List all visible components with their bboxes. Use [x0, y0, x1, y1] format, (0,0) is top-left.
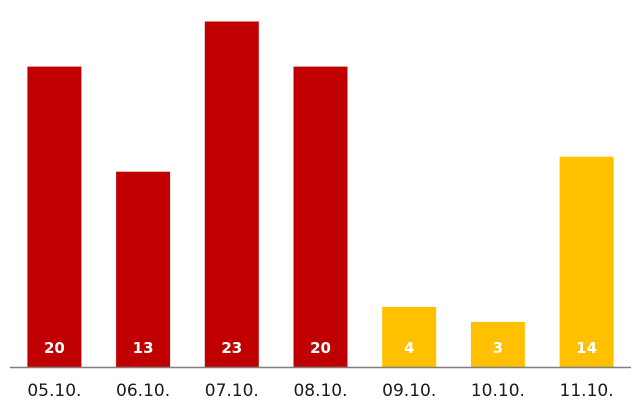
bar-10-10: [470, 321, 525, 367]
x-tick-label: 08.10.: [293, 381, 347, 401]
bar-07-10: [204, 21, 259, 367]
x-tick-label: 10.10.: [471, 381, 525, 401]
x-tick-label: 11.10.: [560, 381, 614, 401]
x-tick-label: 09.10.: [382, 381, 436, 401]
bar-06-10: [116, 171, 171, 367]
bar-value-label: 13: [133, 339, 154, 357]
bar-value-label: 20: [44, 339, 65, 357]
x-tick-labels-group: 05.10. 06.10. 07.10. 08.10. 09.10. 10.10. 11.1…: [27, 381, 613, 401]
x-tick-label: 07.10.: [205, 381, 259, 401]
bar-value-label: 14: [576, 339, 597, 357]
bar-05-10: [27, 66, 82, 367]
value-labels-group: 20 13 23 20 4 3 14: [44, 339, 597, 357]
bar-value-label: 23: [221, 339, 242, 357]
bar-08-10: [293, 66, 348, 367]
bars-group: [27, 21, 614, 367]
x-tick-label: 05.10.: [27, 381, 81, 401]
bar-value-label: 3: [493, 339, 503, 357]
bar-09-10: [382, 306, 437, 367]
x-tick-label: 06.10.: [116, 381, 170, 401]
bar-value-label: 20: [310, 339, 331, 357]
bar-11-10: [559, 156, 614, 367]
bar-value-label: 4: [404, 339, 414, 357]
